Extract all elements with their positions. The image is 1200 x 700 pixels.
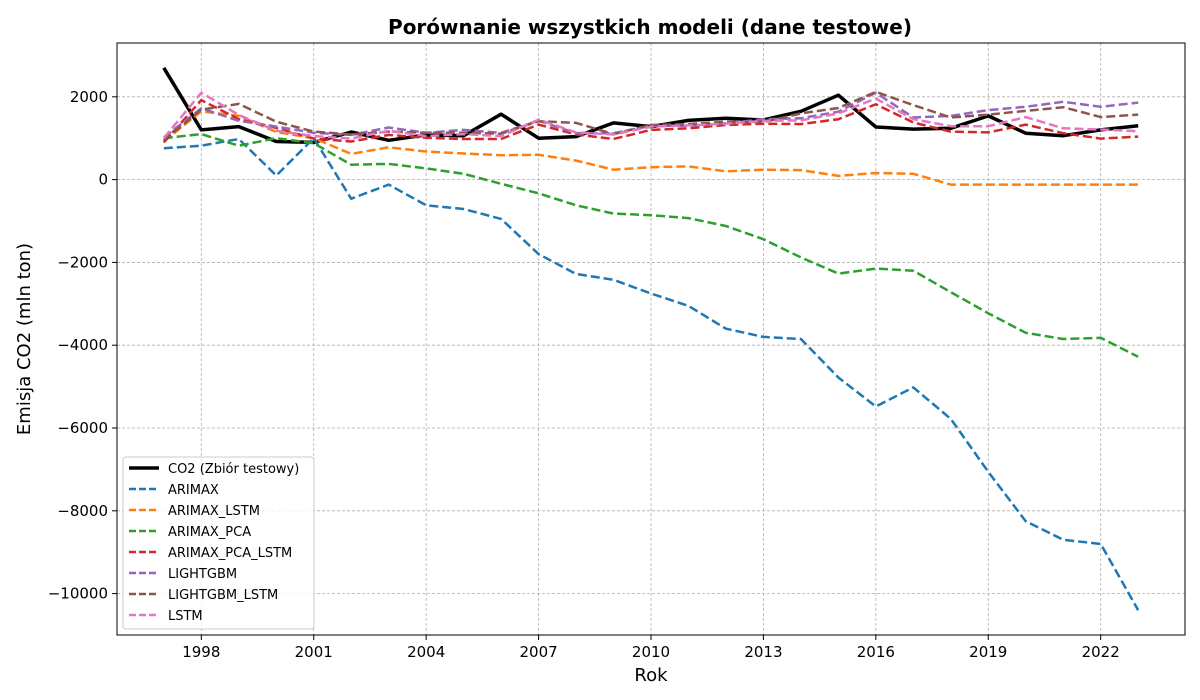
x-axis: 1998 2001 2004 2007 2010 2013 2016 2019 2022	[182, 635, 1120, 661]
y-tick-label: 0	[98, 171, 108, 189]
legend-entry-label: LIGHTGBM_LSTM	[168, 588, 278, 603]
legend-entry-label: LSTM	[168, 609, 203, 624]
chart-title: Porównanie wszystkich modeli (dane testo…	[388, 15, 912, 39]
x-tick-label: 2010	[632, 643, 670, 661]
legend-entry-label: ARIMAX	[168, 483, 219, 498]
x-tick-label: 2016	[857, 643, 895, 661]
legend-entry-label: LIGHTGBM	[168, 567, 237, 582]
series-line-arimax-pca-lstm	[162, 98, 1139, 144]
y-tick-label: −6000	[57, 419, 108, 437]
x-tick-label: 2022	[1082, 643, 1120, 661]
series-line-lightgbm	[163, 91, 1139, 139]
series-line-arimax	[163, 136, 1140, 611]
y-axis: 2000 0 −2000 −4000 −6000 −8000 −10000	[48, 88, 117, 603]
y-tick-label: −10000	[48, 585, 108, 603]
x-tick-label: 2001	[295, 643, 333, 661]
legend-box	[122, 456, 315, 630]
x-tick-label: 2013	[744, 643, 782, 661]
x-tick-label: 2004	[407, 643, 445, 661]
y-tick-label: −2000	[57, 253, 108, 271]
legend: CO2 (Zbiór testowy) ARIMAX ARIMAX_LSTM ARIM…	[122, 456, 315, 630]
y-tick-label: −4000	[57, 336, 108, 354]
series-line-lightgbm-lstm	[163, 90, 1139, 142]
y-tick-label: −8000	[57, 502, 108, 520]
series-line-arimax-pca	[163, 132, 1139, 358]
series-line-lstm	[162, 91, 1139, 140]
x-tick-label: 1998	[182, 643, 220, 661]
legend-entry-label: ARIMAX_PCA_LSTM	[168, 546, 292, 561]
x-tick-label: 2019	[969, 643, 1007, 661]
legend-entry-label: CO2 (Zbiór testowy)	[168, 462, 299, 477]
y-tick-label: 2000	[70, 88, 108, 106]
x-axis-label: Rok	[634, 665, 668, 686]
y-axis-label: Emisja CO2 (mln ton)	[14, 243, 35, 435]
series-line-arimax-lstm	[163, 110, 1139, 186]
x-tick-label: 2007	[519, 643, 557, 661]
legend-entry-label: ARIMAX_PCA	[168, 525, 251, 540]
legend-entry-label: ARIMAX_LSTM	[168, 504, 260, 519]
series-layer	[162, 66, 1140, 611]
